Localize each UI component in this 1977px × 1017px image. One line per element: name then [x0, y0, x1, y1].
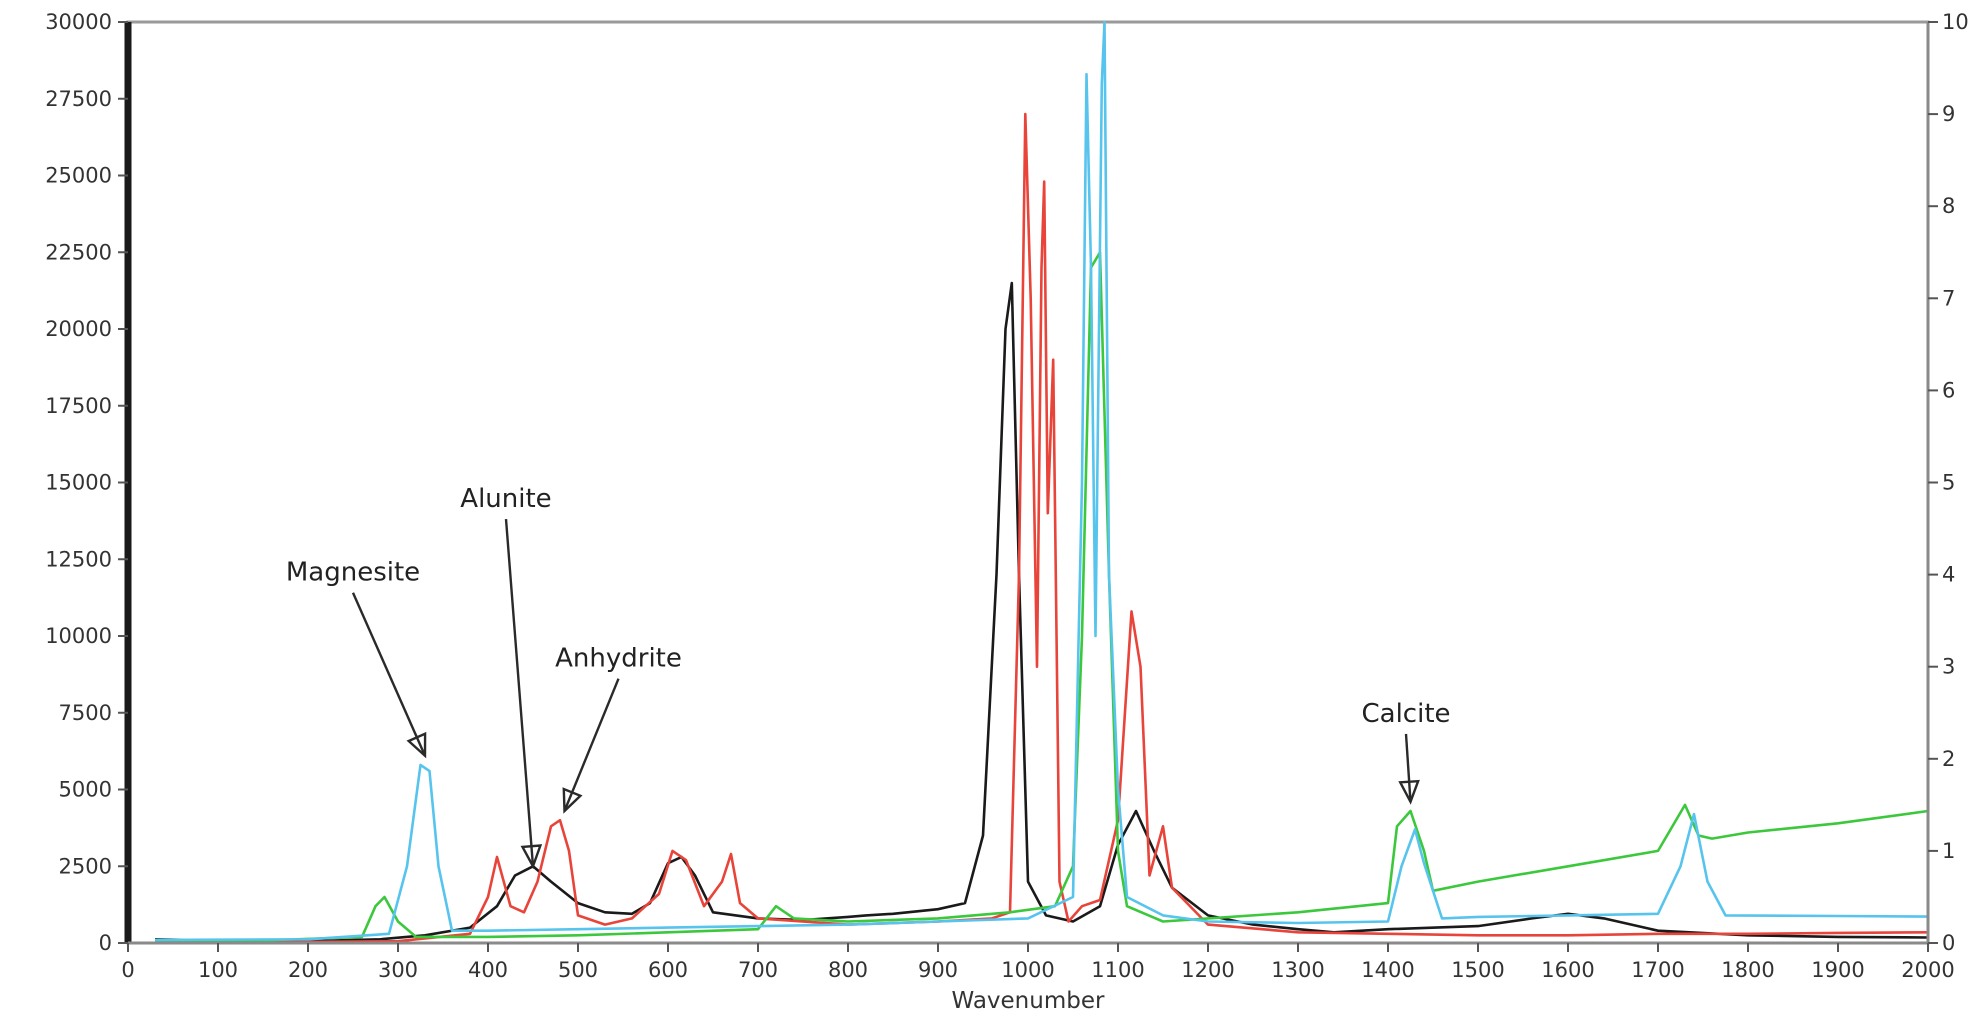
y2-tick-label: 7 [1942, 286, 1955, 310]
x-tick-label: 1600 [1541, 958, 1594, 982]
x-tick-label: 1300 [1271, 958, 1324, 982]
y2-tick-label: 2 [1942, 747, 1955, 771]
annotation-arrowhead [562, 787, 583, 814]
y2-tick-label: 4 [1942, 563, 1955, 587]
annotation-label: Anhydrite [555, 644, 682, 674]
axes-layer: 0 100 200 300 400 500 600 700 800 900 1000 1100 1200… [45, 10, 1969, 982]
x-tick-label: 1100 [1091, 958, 1144, 982]
y2-tick-label: 6 [1942, 378, 1955, 402]
x-tick-label: 300 [378, 958, 418, 982]
annotation-arrow-line [351, 592, 427, 757]
y-tick-label: 15000 [45, 471, 112, 495]
x-tick-label: 600 [648, 958, 688, 982]
x-tick-label: 2000 [1901, 958, 1954, 982]
x-tick-label: 1200 [1181, 958, 1234, 982]
plot-area [126, 20, 1930, 945]
x-axis-title: Wavenumber [952, 988, 1105, 1012]
annotation-label: Alunite [460, 484, 551, 514]
y-tick-label: 22500 [45, 240, 112, 264]
y-tick-label: 10000 [45, 624, 112, 648]
y2-tick-label: 3 [1942, 655, 1955, 679]
y-tick-label: 27500 [45, 87, 112, 111]
x-tick-label: 1700 [1631, 958, 1684, 982]
y-tick-label: 20000 [45, 317, 112, 341]
annotation-arrow-line [563, 678, 620, 812]
y2-tick-label: 5 [1942, 471, 1955, 495]
x-tick-label: 1000 [1001, 958, 1054, 982]
x-tick-label: 1500 [1451, 958, 1504, 982]
y-tick-label: 0 [99, 931, 112, 955]
series-line-3 [154, 20, 1929, 942]
y2-tick-label: 1 [1942, 839, 1955, 863]
x-tick-label: 900 [918, 958, 958, 982]
y2-tick-label: 10 [1942, 10, 1969, 34]
y-tick-label: 30000 [45, 10, 112, 34]
annotation-arrowhead [406, 731, 427, 759]
y2-tick-label: 8 [1942, 194, 1955, 218]
x-tick-label: 1800 [1721, 958, 1774, 982]
annotation-label: Calcite [1361, 699, 1450, 729]
plot-frame [126, 20, 1930, 945]
x-tick-label: 1400 [1361, 958, 1414, 982]
x-tick-label: 700 [738, 958, 778, 982]
x-tick-label: 400 [468, 958, 508, 982]
y-tick-label: 25000 [45, 164, 112, 188]
x-tick-label: 1900 [1811, 958, 1864, 982]
series-line-1 [154, 112, 1929, 945]
x-tick-label: 800 [828, 958, 868, 982]
series-layer [154, 20, 1929, 945]
annotation-arrowhead [520, 844, 543, 870]
annotation-arrow-line [1404, 733, 1412, 802]
x-tick-label: 100 [198, 958, 238, 982]
x-tick-label: 0 [121, 958, 134, 982]
annotation-arrow-line [504, 518, 535, 867]
x-tick-label: 200 [288, 958, 328, 982]
y-tick-label: 5000 [59, 778, 112, 802]
annotation-layer: Magnesite Alunite Anhydrite Calcite [286, 484, 1451, 870]
y-tick-label: 7500 [59, 701, 112, 725]
x-tick-label: 500 [558, 958, 598, 982]
y-tick-label: 17500 [45, 394, 112, 418]
annotation-label: Magnesite [286, 558, 420, 588]
y2-tick-label: 0 [1942, 931, 1955, 955]
annotation-arrowhead [1398, 779, 1420, 805]
y-tick-label: 12500 [45, 547, 112, 571]
y-tick-label: 2500 [59, 854, 112, 878]
y2-tick-label: 9 [1942, 102, 1955, 126]
